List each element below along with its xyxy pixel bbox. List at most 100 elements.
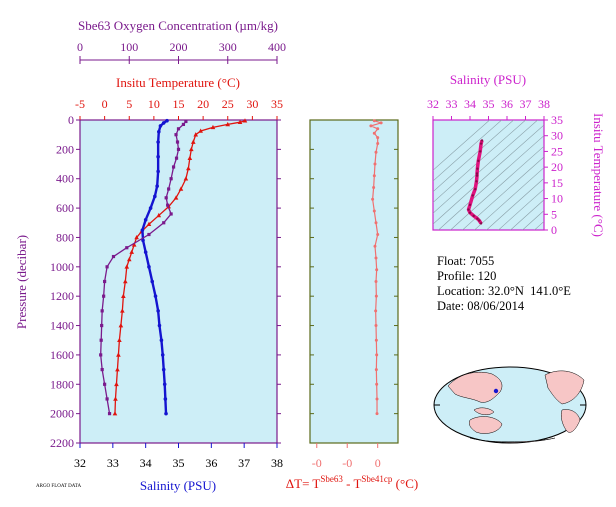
delta-t-point xyxy=(374,368,378,372)
density-contour xyxy=(462,156,544,230)
pressure-tick-label: 1000 xyxy=(50,260,74,274)
profile-value: 120 xyxy=(477,269,497,283)
delta-t-line xyxy=(369,120,384,414)
ts-point xyxy=(479,222,483,225)
oxygen-point xyxy=(164,196,168,200)
location-label: Location: xyxy=(437,284,485,298)
temperature-point xyxy=(116,352,121,357)
density-contour xyxy=(433,120,503,182)
oxygen-point xyxy=(103,382,107,386)
density-contour xyxy=(522,210,544,230)
salinity-tick-label: 36 xyxy=(205,456,217,470)
footer-note: ARGO FLOAT DATA xyxy=(36,484,81,489)
ts-salinity-label: Salinity (PSU) xyxy=(450,72,526,87)
float-value: 7055 xyxy=(469,254,495,268)
temperature-point xyxy=(210,124,216,130)
ts-point xyxy=(468,211,472,214)
ts-point xyxy=(471,194,474,197)
ts-point xyxy=(477,159,480,163)
salinity-point xyxy=(153,294,158,298)
density-contour xyxy=(534,220,544,230)
temperature-tick-label: 15 xyxy=(173,97,185,111)
delta-t-point xyxy=(369,124,373,128)
date-row: Date: 08/06/2014 xyxy=(437,299,571,314)
ts-temperature-tick-label: 10 xyxy=(551,192,563,206)
temperature-point xyxy=(183,176,189,181)
delta-t-tick-label: 0 xyxy=(375,456,381,470)
delta-t-point xyxy=(379,121,383,125)
salinity-point xyxy=(155,184,159,188)
oxygen-line xyxy=(100,121,187,414)
ts-point xyxy=(475,180,478,183)
map-land-indonesia xyxy=(473,407,495,415)
ts-salinity-tick-label: 37 xyxy=(520,97,532,111)
delta-t-point xyxy=(375,382,379,386)
oxygen-point xyxy=(169,177,173,181)
oxygen-axis-ticks: 0 100 200 300 400 xyxy=(77,40,286,64)
ts-salinity-tick-label: 35 xyxy=(483,97,495,111)
delta-t-point xyxy=(375,268,379,272)
delta-t-point xyxy=(374,280,378,283)
salinity-point xyxy=(148,206,153,210)
oxygen-point xyxy=(176,127,181,131)
delta-t-label-sup2: Sbe41cp xyxy=(361,474,392,484)
delta-t-point xyxy=(375,397,379,401)
oxygen-point xyxy=(171,165,176,169)
temperature-point xyxy=(193,132,199,137)
ts-point xyxy=(478,219,481,222)
delta-t-point xyxy=(374,150,378,154)
delta-t-point xyxy=(373,244,377,248)
temperature-tick-label: 5 xyxy=(126,97,132,111)
map-land-asia xyxy=(447,371,503,403)
delta-t-point xyxy=(372,174,376,178)
oxygen-point xyxy=(162,221,166,225)
salinity-axis-ticks: 32 33 34 35 36 37 38 xyxy=(74,443,283,470)
salinity-tick-label: 34 xyxy=(140,456,152,470)
location-map xyxy=(433,366,587,444)
salinity-tick-label: 37 xyxy=(238,456,250,470)
temperature-point xyxy=(186,165,191,171)
oxygen-point xyxy=(100,309,104,313)
ts-point xyxy=(476,217,479,220)
oxygen-point xyxy=(147,232,151,237)
salinity-point xyxy=(157,129,161,134)
density-contour xyxy=(433,120,539,214)
oxygen-point xyxy=(102,294,106,298)
temperature-point xyxy=(198,128,203,133)
delta-t-point xyxy=(376,136,380,140)
ts-point xyxy=(468,203,472,207)
oxygen-point xyxy=(105,397,109,401)
map-land-north-america xyxy=(544,370,585,405)
pressure-axis-label: Pressure (decibar) xyxy=(14,235,29,329)
map-land-south-america xyxy=(560,409,581,433)
temperature-point xyxy=(129,249,135,254)
delta-t-label-part3: (°C) xyxy=(392,476,418,491)
oxygen-tick-label: 400 xyxy=(268,40,286,54)
delta-t-axis-label: ΔT= TSbe63 - TSbe41cp (°C) xyxy=(286,474,418,491)
delta-t-point xyxy=(372,131,376,135)
temperature-point xyxy=(131,242,137,247)
delta-t-plot-background xyxy=(309,119,399,444)
temperature-point xyxy=(112,411,118,416)
delta-t-axis-ticks: -0 -0 0 xyxy=(310,119,398,470)
pressure-tick-label: 1600 xyxy=(50,348,74,362)
salinity-point xyxy=(159,338,164,343)
ts-temperature-tick-label: 15 xyxy=(551,176,563,190)
delta-t-point xyxy=(374,221,378,225)
ts-point xyxy=(475,172,479,175)
ts-point xyxy=(478,150,482,153)
temperature-point xyxy=(118,323,124,328)
delta-t-point xyxy=(376,141,380,145)
density-contour xyxy=(450,145,544,230)
temperature-tick-label: 35 xyxy=(271,97,283,111)
delta-t-point xyxy=(374,256,378,260)
pressure-tick-label: 1400 xyxy=(50,319,74,333)
temperature-point xyxy=(190,139,196,144)
density-contour xyxy=(565,110,616,235)
temperature-point xyxy=(117,337,122,343)
temperature-point xyxy=(189,146,194,152)
temperature-tick-label: 10 xyxy=(148,97,160,111)
salinity-point xyxy=(143,218,148,222)
